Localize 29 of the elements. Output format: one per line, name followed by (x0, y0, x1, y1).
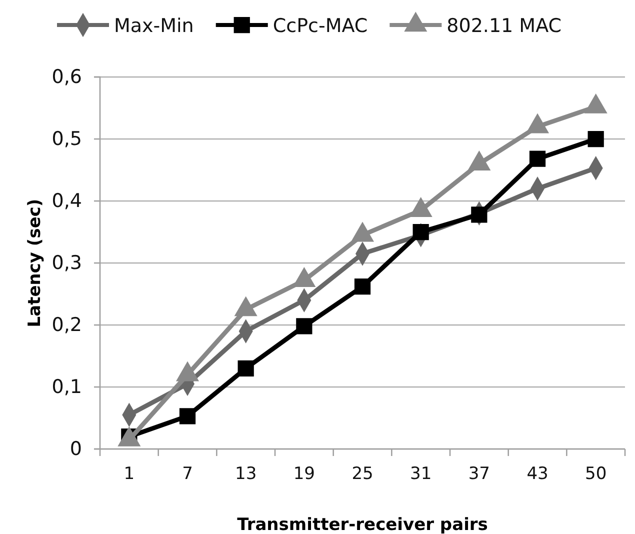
x-tick-label: 50 (585, 464, 607, 484)
point (296, 318, 312, 334)
x-tick-label: 31 (410, 464, 432, 484)
point (354, 278, 371, 295)
point (588, 130, 604, 148)
x-tick-label: 37 (468, 464, 490, 484)
y-tick-label: 0 (70, 438, 82, 460)
x-tick-label: 19 (293, 464, 315, 484)
y-axis-title: Latency (sec) (25, 198, 45, 328)
legend-label: CcPc-MAC (272, 15, 368, 37)
x-tick-label: 13 (235, 464, 257, 484)
legend-label: Max-Min (114, 15, 194, 37)
y-tick-label: 0,6 (52, 66, 82, 88)
y-tick-label: 0,3 (52, 252, 82, 274)
y-tick-label: 0,1 (52, 376, 82, 398)
point (529, 150, 546, 167)
point (238, 360, 254, 376)
point (179, 408, 196, 424)
y-tick-label: 0,2 (52, 314, 82, 336)
y-tick-label: 0,4 (52, 190, 82, 212)
point (471, 206, 488, 223)
x-tick-label: 7 (182, 464, 193, 484)
x-axis-title: Transmitter-receiver pairs (237, 515, 488, 534)
y-tick-label: 0,5 (52, 128, 82, 150)
point (412, 224, 429, 240)
x-tick-label: 25 (352, 464, 374, 484)
x-tick-label: 1 (124, 464, 135, 484)
legend-label: 802.11 MAC (446, 15, 562, 37)
x-tick-label: 43 (526, 464, 548, 484)
